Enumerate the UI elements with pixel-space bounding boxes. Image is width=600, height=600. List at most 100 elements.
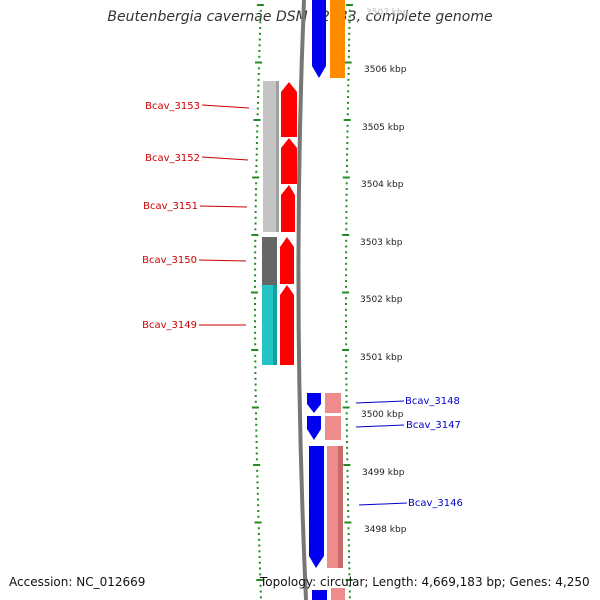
ruler-tick [345,274,347,277]
ruler-tick [348,573,351,576]
ruler-tick [258,38,261,41]
ruler-tick [254,354,257,357]
ruler-tick [255,423,258,426]
ruler-tick [348,44,351,47]
gene-shading-bcav-3153 [263,81,279,232]
ruler-tick [256,481,259,484]
ruler-tick [345,366,348,369]
ruler-tick [254,268,257,271]
ruler-tick [345,320,347,323]
ruler-tick [345,377,348,380]
ruler-tick [254,314,256,317]
ruler-tick [251,349,259,351]
ruler-tick [345,372,348,374]
ruler-tick [345,383,348,386]
gene-label-bcav-3148[interactable]: Bcav_3148 [405,396,460,407]
ruler-tick [254,360,257,363]
ruler-tick [254,383,257,386]
ruler-tick [255,429,258,432]
ruler-tick [254,343,257,346]
ruler-tick [257,67,260,70]
ruler-tick [347,504,350,507]
ruler-tick [345,262,348,265]
ruler-tick [254,320,256,323]
ruler-tick [256,487,259,489]
ruler-tick [254,222,257,225]
ruler-tick [345,418,348,420]
ruler-tick [346,481,349,484]
ruler-tick [346,165,348,167]
ruler-tick [345,211,348,213]
ruler-tick [345,429,348,432]
reverse-gene-labels: Bcav_3153 Bcav_3152 Bcav_3151 Bcav_3150 … [142,101,250,331]
ruler-tick [259,573,262,576]
ruler-tick [254,303,256,305]
ruler-tick [348,550,350,553]
gene-label-bcav-3151[interactable]: Bcav_3151 [143,201,198,212]
ruler-tick [253,119,261,121]
ruler-tick [345,4,353,6]
ruler-tick [258,550,261,553]
ruler-tick [254,228,257,231]
ruler-tick [347,84,350,87]
ruler-tick [254,216,257,219]
ruler-tick [254,308,256,311]
ruler-tick [346,113,349,116]
ruler-tick [257,101,259,104]
ruler-tick [345,331,348,334]
ruler-tick [345,354,348,357]
gene-label-bcav-3153[interactable]: Bcav_3153 [145,101,200,112]
left-ruler [251,4,264,599]
ruler-tick [256,579,264,581]
ruler-tick [346,492,349,495]
ruler-tick [259,32,261,35]
ruler-tick [348,584,351,587]
scale-label: 3505 kbp [362,123,405,133]
ruler-tick [257,84,260,87]
ruler-tick [255,159,258,162]
ruler-tick [256,130,259,133]
ruler-tick [346,446,349,449]
ruler-tick [345,423,348,426]
ruler-tick [254,285,256,288]
accession-label: Accession: NC_012669 [9,575,146,589]
ruler-tick [344,521,352,524]
ruler-tick [256,113,259,116]
leader-line [198,259,247,262]
ruler-tick [345,199,348,202]
ruler-tick [255,188,257,190]
ruler-tick [347,544,350,547]
ruler-tick [345,314,347,317]
scale-label: 3504 kbp [361,180,404,190]
ruler-tick [259,596,262,599]
ruler-tick [255,153,258,156]
gene-label-bcav-3149[interactable]: Bcav_3149 [142,320,197,331]
ruler-tick [251,291,258,294]
gene-label-bcav-3150[interactable]: Bcav_3150 [142,255,197,266]
ruler-tick [254,251,257,254]
ruler-tick [251,234,259,236]
ruler-tick [346,124,349,127]
ruler-tick [254,521,262,524]
ruler-tick [258,561,261,564]
ruler-tick [345,297,347,300]
right-ruler [342,4,353,599]
ruler-tick [254,389,257,392]
ruler-tick [257,504,260,507]
ruler-tick [256,107,259,110]
ruler-tick [342,406,350,409]
ruler-tick [254,297,256,300]
ruler-tick [342,291,349,294]
gene-label-bcav-3147[interactable]: Bcav_3147 [406,420,461,431]
ruler-tick [254,239,257,242]
gene-arrow-bcav-3153 [281,82,297,137]
ruler-tick [342,349,350,351]
ruler-tick [257,73,260,75]
ruler-tick [345,245,348,248]
gene-label-bcav-3152[interactable]: Bcav_3152 [145,153,200,164]
ruler-tick [254,274,257,277]
ruler-tick [345,395,348,397]
ruler-tick [255,458,258,461]
gene-label-bcav-3146[interactable]: Bcav_3146 [408,498,463,509]
